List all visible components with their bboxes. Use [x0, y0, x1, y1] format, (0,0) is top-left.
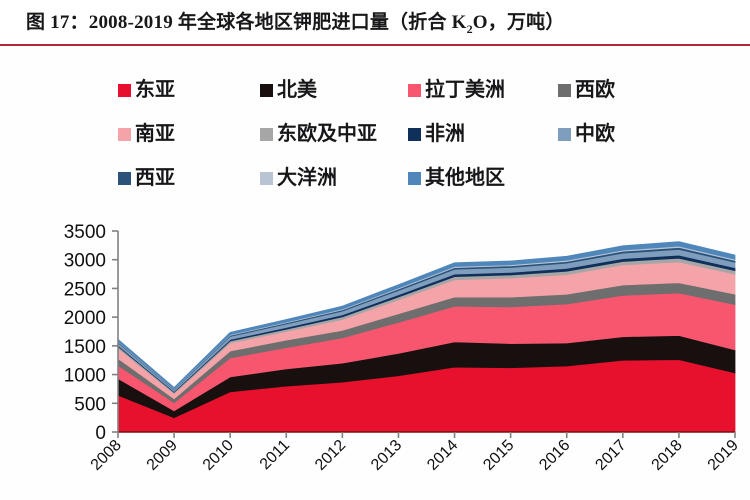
y-tick-label: 1500 [64, 337, 106, 358]
legend-swatch-oceania [260, 171, 273, 185]
chart-plot-area: 0 500 1000 1500 2000 2500 3000 3500 2008 2009 201… [0, 204, 750, 500]
legend-label-other-regions: 其他地区 [425, 167, 505, 189]
x-tick-label: 2013 [368, 437, 405, 474]
legend-swatch-central-europe [558, 127, 571, 141]
title-suffix: O，万吨） [472, 12, 565, 34]
legend-row-3: 西亚 大洋洲 其他地区 [0, 158, 750, 198]
legend-row-2: 南亚 东欧及中亚 非洲 中欧 [0, 114, 750, 154]
y-tick-label: 0 [95, 423, 106, 444]
y-tick-label: 3500 [64, 222, 106, 243]
x-tick-label: 2012 [312, 437, 349, 474]
legend-item-south-asia[interactable]: 南亚 [118, 124, 175, 144]
x-tick-label: 2011 [257, 437, 293, 473]
x-tick-label: 2014 [424, 437, 461, 474]
legend-swatch-eastern-europe-central-asia [260, 127, 273, 141]
x-tick-label: 2017 [592, 437, 629, 474]
legend-item-latin-america[interactable]: 拉丁美洲 [408, 80, 505, 100]
y-tick-label: 500 [74, 394, 106, 415]
legend-swatch-western-europe [558, 83, 571, 97]
x-tick-label: 2009 [144, 437, 181, 474]
axis-layer [112, 230, 736, 438]
legend-label-oceania: 大洋洲 [277, 167, 337, 189]
legend-swatch-other-regions [408, 171, 421, 185]
y-tick-label: 3000 [64, 251, 106, 272]
legend-swatch-latin-america [408, 83, 421, 97]
legend-item-western-europe[interactable]: 西欧 [558, 80, 615, 100]
x-axis-tick-labels: 2008 2009 2010 2011 2012 2013 2014 2015 2016 2017… [88, 437, 742, 474]
legend-label-south-asia: 南亚 [135, 123, 175, 145]
legend-row-1: 东亚 北美 拉丁美洲 西欧 [0, 70, 750, 110]
legend-item-africa[interactable]: 非洲 [408, 124, 465, 144]
legend-swatch-east-asia [118, 83, 131, 97]
legend-item-central-europe[interactable]: 中欧 [558, 124, 615, 144]
chart-legend: 东亚 北美 拉丁美洲 西欧 南亚 东欧及中亚 [0, 52, 750, 204]
y-axis-tick-labels: 0 500 1000 1500 2000 2500 3000 3500 [64, 222, 106, 444]
x-tick-label: 2008 [88, 437, 125, 474]
x-tick-label: 2018 [649, 437, 686, 474]
legend-label-eastern-europe-central-asia: 东欧及中亚 [277, 123, 377, 145]
stacked-area-chart: 0 500 1000 1500 2000 2500 3000 3500 2008 2009 201… [64, 222, 742, 474]
legend-label-central-europe: 中欧 [575, 123, 615, 145]
legend-item-oceania[interactable]: 大洋洲 [260, 168, 337, 188]
title-main: 2008-2019 年全球各地区钾肥进口量（折合 K [88, 12, 467, 34]
x-tick-label: 2016 [536, 437, 573, 474]
legend-item-north-america[interactable]: 北美 [260, 80, 317, 100]
legend-swatch-west-asia [118, 171, 131, 185]
x-tick-label: 2015 [480, 437, 517, 474]
page-title: 图 17：2008-2019 年全球各地区钾肥进口量（折合 K2O，万吨） [26, 7, 565, 37]
title-subscript: 2 [466, 21, 473, 36]
y-tick-label: 2500 [64, 279, 106, 300]
x-tick-label: 2019 [705, 437, 742, 474]
legend-item-west-asia[interactable]: 西亚 [118, 168, 175, 188]
area-series-其他地区 [117, 241, 736, 390]
legend-item-eastern-europe-central-asia[interactable]: 东欧及中亚 [260, 124, 377, 144]
legend-label-latin-america: 拉丁美洲 [425, 79, 505, 101]
y-tick-label: 1000 [64, 366, 106, 387]
title-prefix: 图 17： [26, 12, 89, 34]
legend-label-africa: 非洲 [425, 123, 465, 145]
legend-label-west-asia: 西亚 [135, 167, 175, 189]
y-tick-label: 2000 [64, 308, 106, 329]
series-layer [117, 241, 736, 433]
legend-swatch-north-america [260, 83, 273, 97]
figure-title-bar: 图 17：2008-2019 年全球各地区钾肥进口量（折合 K2O，万吨） [0, 0, 750, 46]
legend-label-north-america: 北美 [277, 79, 317, 101]
legend-swatch-africa [408, 127, 421, 141]
legend-item-other-regions[interactable]: 其他地区 [408, 168, 505, 188]
legend-label-east-asia: 东亚 [135, 79, 175, 101]
x-tick-label: 2010 [200, 437, 237, 474]
legend-swatch-south-asia [118, 127, 131, 141]
legend-label-western-europe: 西欧 [575, 79, 615, 101]
legend-item-east-asia[interactable]: 东亚 [118, 80, 175, 100]
